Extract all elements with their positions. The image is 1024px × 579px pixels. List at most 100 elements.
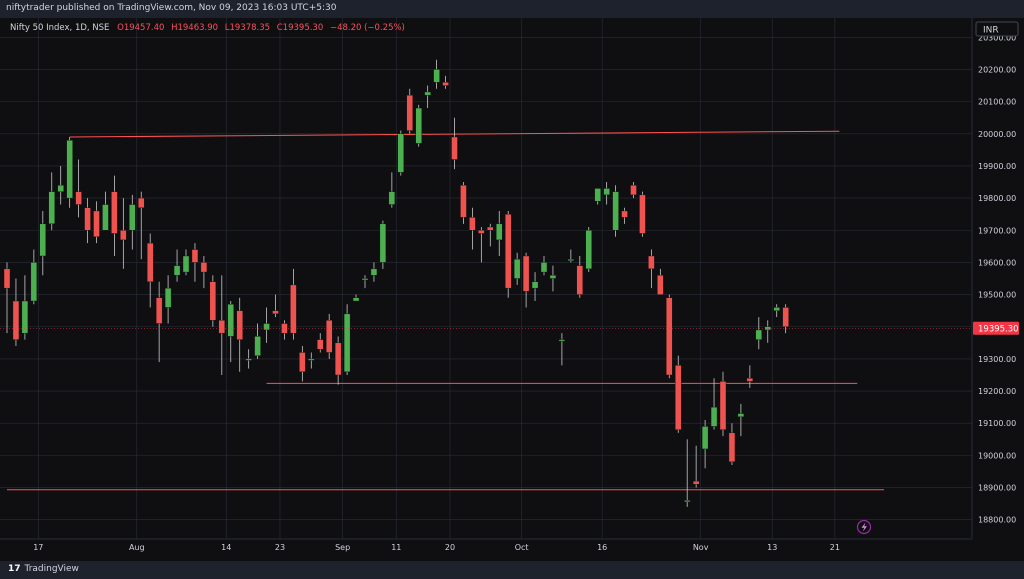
candle-body [209,281,217,321]
candle-body [558,339,566,342]
time-tick-label: 23 [275,543,285,552]
candle-body [164,287,172,308]
ohlc-close: C19395.30 [277,23,324,33]
candle-body [227,304,234,337]
price-tick-label: 19600.00 [978,258,1016,267]
price-axis[interactable]: 18800.00 18900.00 19000.00 19100.00 19200.00… [978,33,1016,524]
candle-body [21,300,29,334]
candle-body [424,91,431,96]
candle-body [129,204,136,231]
candle-body [585,230,592,270]
candle-body [317,339,324,350]
candle-body [540,262,548,273]
candle-body [513,259,521,279]
candle-body [352,297,360,302]
candle-body [299,352,306,372]
candle-body [773,307,780,311]
time-tick-label: 11 [391,543,401,552]
candle-body [612,191,619,231]
candle-body [406,94,413,131]
price-tick-label: 19000.00 [978,451,1016,460]
candle-body [3,268,11,289]
candle-body [710,406,718,427]
candle-body [272,310,279,315]
candle-body [138,197,145,208]
candle-body [334,342,342,376]
candle-body [415,107,422,144]
publish-header-text: niftytrader published on TradingView.com… [6,3,337,13]
time-tick-label: Oct [515,543,529,552]
candle-body [505,213,512,289]
time-tick-label: Aug [129,543,145,552]
price-tick-label: 19200.00 [978,387,1016,396]
candle-body [684,500,691,503]
ohlc-legend: Nifty 50 Index, 1D, NSE O19457.40 H19463… [10,23,405,33]
candle-body [648,255,655,270]
candle-body [182,255,190,273]
candle-body [397,133,404,173]
candle-body [460,185,467,218]
price-tick-label: 20000.00 [978,130,1016,139]
candle-body [102,204,109,231]
candlestick-chart[interactable]: 18800.00 18900.00 19000.00 19100.00 19200.00… [0,18,1024,561]
candle-body [30,262,38,302]
time-axis[interactable]: 17 Aug 14 23 Sep 11 20 Oct 16 Nov 13 21 [33,543,840,552]
candle-body [191,249,199,263]
lightning-icon[interactable] [856,519,872,535]
time-tick-label: Nov [693,543,709,552]
price-tick-label: 19900.00 [978,162,1016,171]
candle-body [361,278,369,281]
candle-body [388,191,396,205]
candle-body [782,307,789,327]
candle-body [84,207,91,231]
currency-box[interactable] [975,21,1019,37]
currency-label: INR [983,26,999,36]
candle-body [451,136,458,160]
candle-body [478,230,485,234]
price-tick-label: 19100.00 [978,419,1016,428]
tv-logo-mark: 17 [8,564,21,574]
candle-body [236,310,243,340]
tradingview-brand: TradingView [24,564,79,574]
price-tick-label: 19700.00 [978,226,1016,235]
candle-body [630,185,637,196]
candle-body [442,82,449,86]
candle-body [719,381,727,430]
candle-body [66,140,73,199]
time-tick-label: 16 [597,543,607,552]
ohlc-high: H19463.90 [171,23,218,33]
candle-body [155,297,163,324]
candle-body [675,365,682,430]
time-tick-label: 17 [33,543,43,552]
price-tick-label: 20300.00 [978,33,1016,42]
last-price-badge: 19395.30 [973,321,1019,335]
candle-body [370,268,378,276]
candle-body [746,377,754,382]
tradingview-logo[interactable]: 17 TradingView [8,564,79,574]
price-tick-label: 19500.00 [978,291,1016,300]
candle-body [692,480,700,485]
candle-body [549,275,557,279]
candle-body [764,326,771,331]
candle-body [487,226,494,231]
candle-body [737,413,745,417]
candle-body [639,194,646,234]
candle-body [57,185,64,192]
price-tick-label: 19800.00 [978,194,1016,203]
price-tick-label: 20100.00 [978,98,1016,107]
candle-body [755,329,762,340]
candle-body [120,230,127,241]
candle-body [576,265,583,295]
publish-header: niftytrader published on TradingView.com… [0,0,1024,18]
candle-body [326,320,333,353]
ohlc-open: O19457.40 [117,23,164,33]
candle-body [75,191,82,205]
price-tick-label: 19300.00 [978,355,1016,364]
time-tick-label: 13 [767,543,777,552]
candle-body [245,358,252,361]
candle-body [621,210,628,218]
candle-body [603,188,610,196]
time-tick-label: 14 [221,543,231,552]
price-tick-label: 18900.00 [978,484,1016,493]
candle-body [200,262,208,273]
